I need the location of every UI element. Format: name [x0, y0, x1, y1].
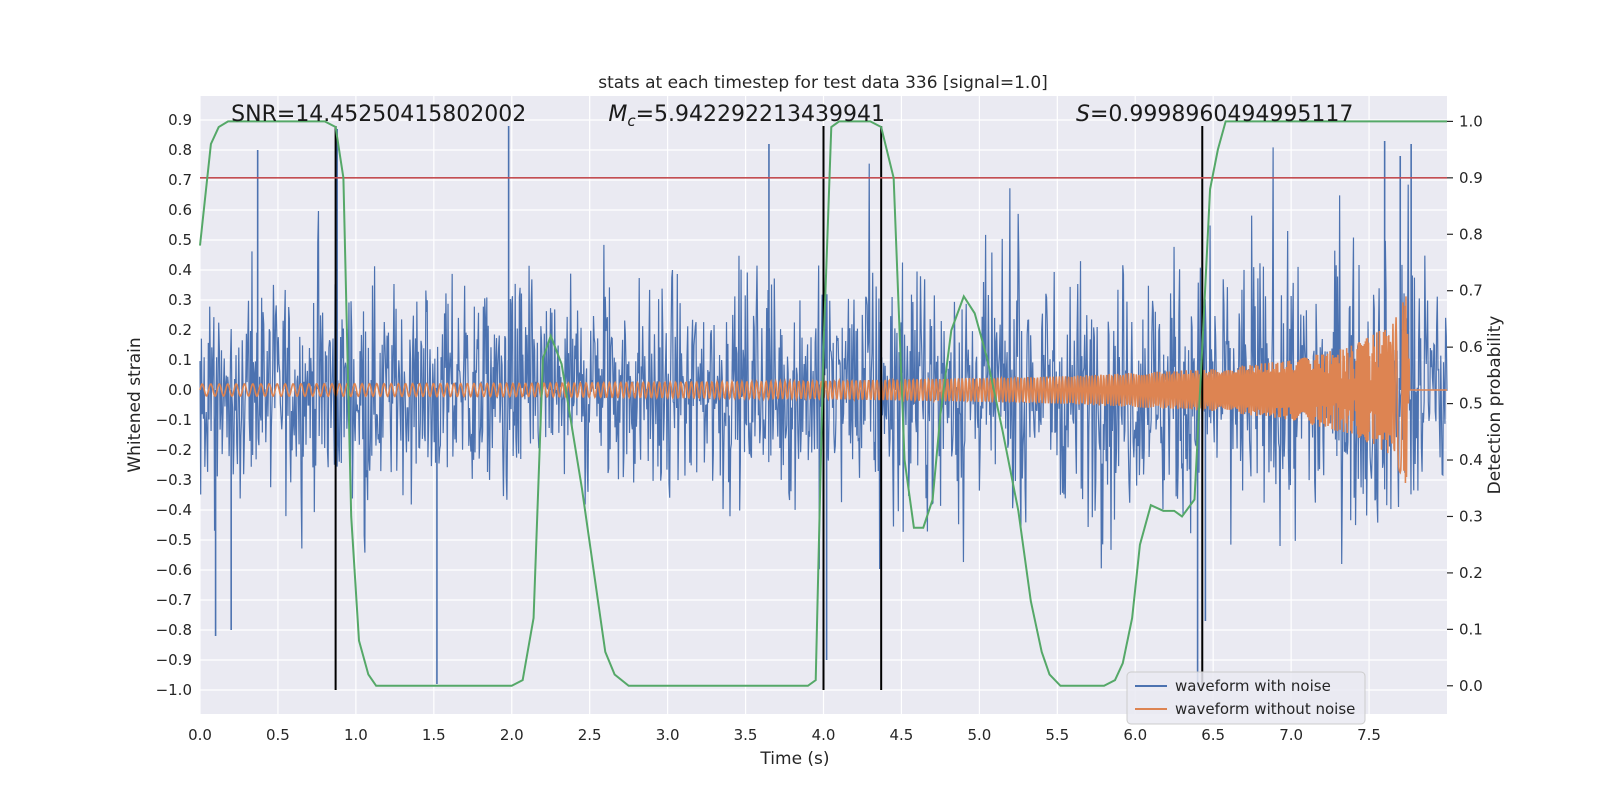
x-tick-label: 2.5 — [578, 726, 602, 744]
x-tick-label: 5.0 — [967, 726, 991, 744]
x-axis-label: Time (s) — [759, 749, 829, 769]
x-tick-label: 0.0 — [188, 726, 212, 744]
x-tick-label: 6.5 — [1201, 726, 1225, 744]
right-tick-label: 0.2 — [1459, 564, 1483, 582]
y-axis-ticks: 0.9 0.8 0.7 0.6 0.5 0.4 0.3 0.2 0.1 0.0 −0.1 −0.2 −0… — [156, 111, 192, 699]
y-tick-label: 0.7 — [168, 171, 192, 189]
right-axis-ticks: 1.0 0.9 0.8 0.7 0.6 0.5 0.4 0.3 0.2 0.1 0.0 — [1447, 112, 1483, 695]
x-tick-label: 1.5 — [422, 726, 446, 744]
annotations: SNR=14.45250415802002 Mc=5.94229221343994… — [231, 102, 1353, 130]
y-tick-label: −0.8 — [156, 621, 192, 639]
y-tick-label: 0.8 — [168, 141, 192, 159]
right-y-axis-label: Detection probability — [1485, 316, 1505, 495]
annotation-mc: Mc=5.942292213439941 — [608, 102, 885, 130]
y-tick-label: 0.9 — [168, 111, 192, 129]
probability-trace — [199, 120, 1447, 687]
y-tick-label: 0.4 — [168, 261, 192, 279]
detection-probability-line — [199, 120, 1447, 687]
legend-box — [1126, 671, 1366, 725]
y-tick-label: −0.2 — [156, 441, 192, 459]
right-tick-label: 0.8 — [1459, 225, 1483, 243]
y-tick-label: 0.5 — [168, 231, 192, 249]
y-tick-label: 0.1 — [168, 351, 192, 369]
legend-label-noise: waveform with noise — [1175, 677, 1331, 695]
x-tick-label: 3.5 — [734, 726, 758, 744]
legend-label-clean: waveform without noise — [1175, 700, 1355, 718]
y-tick-label: −0.7 — [156, 591, 192, 609]
legend: waveform with noise waveform without noi… — [1126, 671, 1366, 725]
right-tick-label: 0.9 — [1459, 169, 1483, 187]
x-tick-label: 6.0 — [1123, 726, 1147, 744]
chart-title: stats at each timestep for test data 336… — [598, 73, 1048, 93]
x-tick-label: 0.5 — [266, 726, 290, 744]
right-tick-label: 0.0 — [1459, 677, 1483, 695]
right-tick-label: 0.6 — [1459, 338, 1483, 356]
annotation-snr: SNR=14.45250415802002 — [231, 102, 526, 127]
x-tick-label: 4.0 — [812, 726, 836, 744]
y-tick-label: −0.6 — [156, 561, 192, 579]
x-tick-label: 7.0 — [1279, 726, 1303, 744]
x-tick-label: 3.0 — [656, 726, 680, 744]
right-tick-label: 0.7 — [1459, 282, 1483, 300]
x-axis-ticks: 0.0 0.5 1.0 1.5 2.0 2.5 3.0 3.5 4.0 4.5 5.0 5.5 6.0 6… — [188, 726, 1381, 744]
y-tick-label: −0.9 — [156, 651, 192, 669]
right-tick-label: 0.5 — [1459, 395, 1483, 413]
y-tick-label: 0.2 — [168, 321, 192, 339]
y-tick-label: 0.3 — [168, 291, 192, 309]
x-tick-label: 4.5 — [890, 726, 914, 744]
y-tick-label: 0.6 — [168, 201, 192, 219]
x-tick-label: 2.0 — [500, 726, 524, 744]
y-tick-label: 0.0 — [168, 381, 192, 399]
event-lines — [334, 126, 1204, 690]
y-tick-label: −0.5 — [156, 531, 192, 549]
y-axis-label: Whitened strain — [125, 337, 145, 472]
x-tick-label: 7.5 — [1357, 726, 1381, 744]
y-tick-label: −0.3 — [156, 471, 192, 489]
right-tick-label: 0.3 — [1459, 507, 1483, 525]
y-tick-label: −1.0 — [156, 681, 192, 699]
x-tick-label: 1.0 — [344, 726, 368, 744]
annotation-s: S=0.9998960494995117 — [1076, 102, 1353, 127]
right-tick-label: 0.1 — [1459, 620, 1483, 638]
right-tick-label: 0.4 — [1459, 451, 1483, 469]
y-tick-label: −0.1 — [156, 411, 192, 429]
right-tick-label: 1.0 — [1459, 112, 1483, 130]
y-tick-label: −0.4 — [156, 501, 192, 519]
x-tick-label: 5.5 — [1045, 726, 1069, 744]
